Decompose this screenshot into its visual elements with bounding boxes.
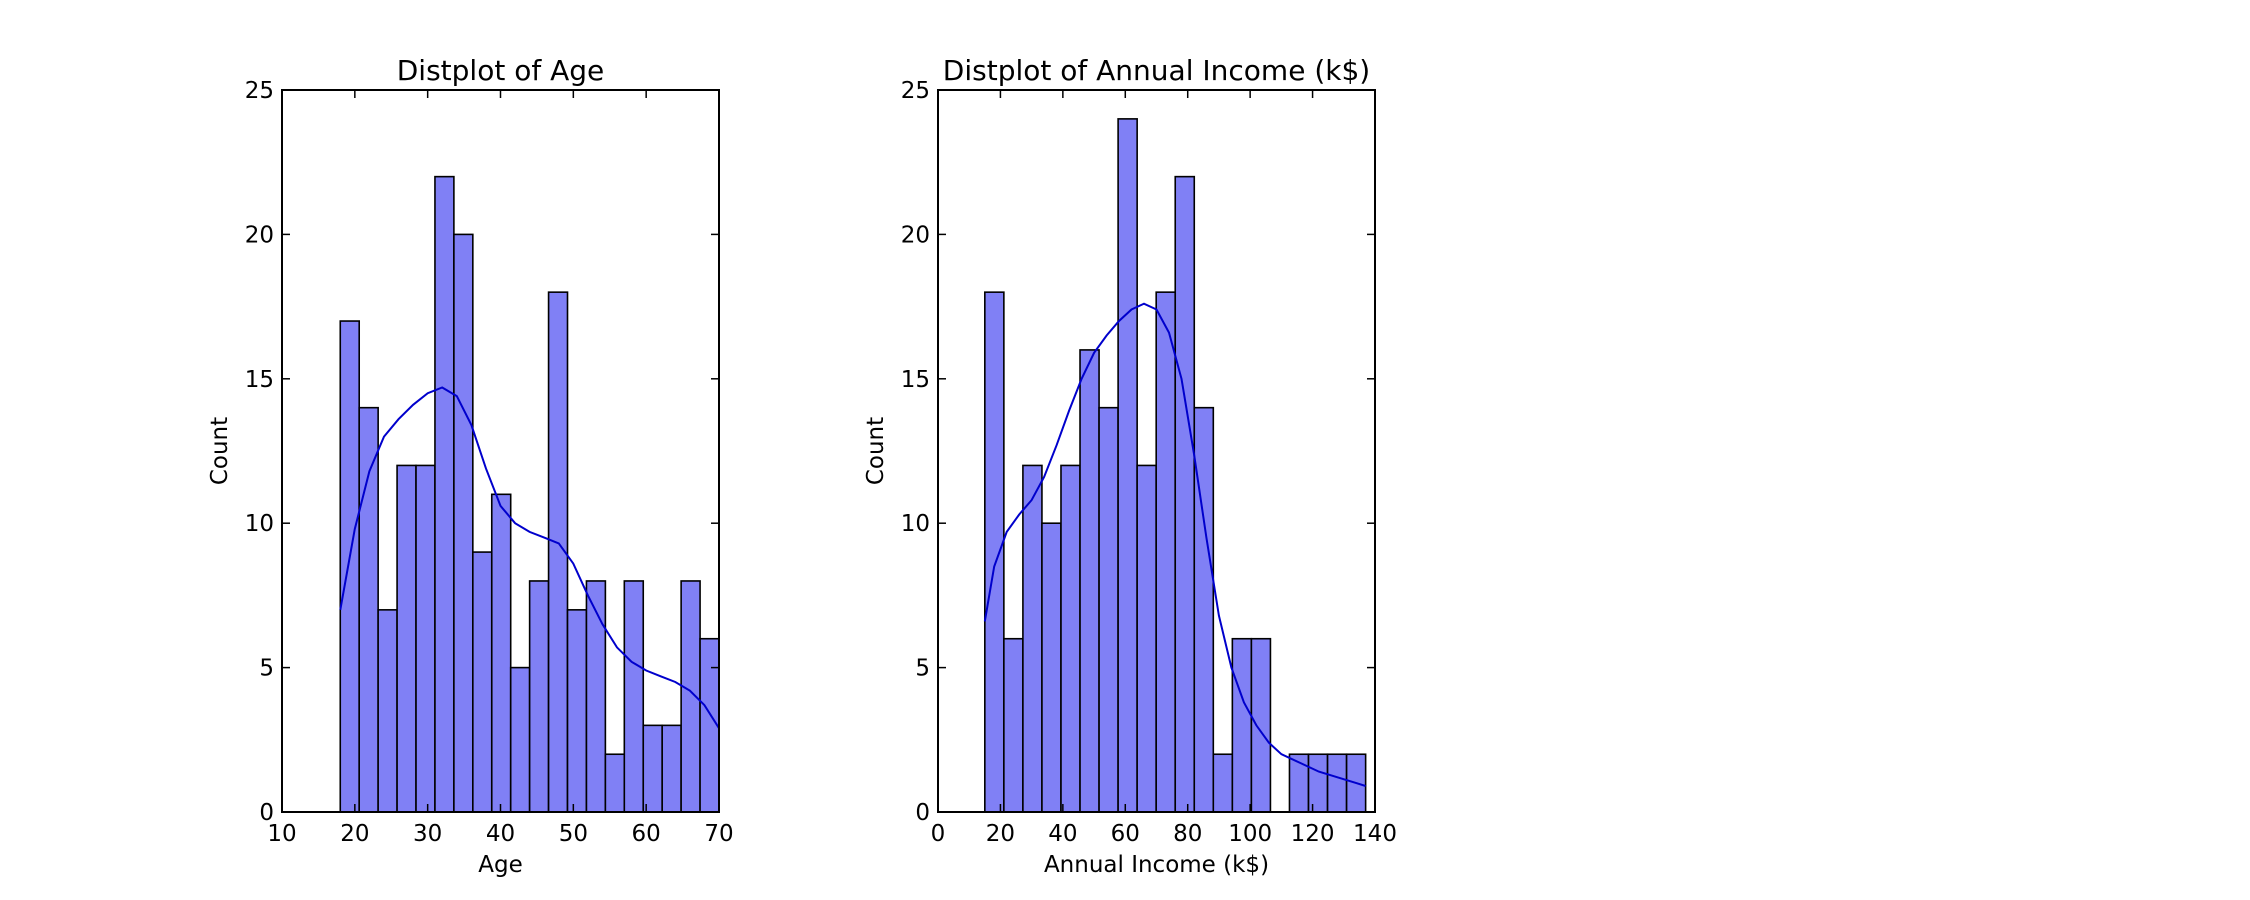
histogram-bar: [662, 725, 681, 812]
x-tick-label: 20: [340, 821, 369, 847]
histogram-bar: [1061, 465, 1080, 812]
y-tick-label: 25: [245, 78, 274, 104]
histogram-bar: [643, 725, 662, 812]
histogram-bar: [511, 668, 530, 812]
histogram-bar: [454, 234, 473, 812]
histogram-bar: [473, 552, 492, 812]
y-tick-label: 15: [901, 367, 930, 393]
y-axis-label: Count: [863, 417, 889, 485]
histogram-bar: [530, 581, 549, 812]
histogram-bar: [624, 581, 643, 812]
y-tick-label: 20: [901, 222, 930, 248]
histogram-bar: [492, 494, 511, 812]
histogram-bar: [1232, 639, 1251, 812]
histogram-bar: [1118, 119, 1137, 812]
x-tick-label: 30: [413, 821, 442, 847]
x-tick-label: 40: [486, 821, 515, 847]
histogram-bar: [340, 321, 359, 812]
histogram-bar: [1023, 465, 1042, 812]
histogram-bar: [359, 408, 378, 812]
histogram-bar: [586, 581, 605, 812]
histogram-bar: [397, 465, 416, 812]
x-tick-label: 60: [1111, 821, 1140, 847]
histogram-bar: [416, 465, 435, 812]
x-tick-label: 80: [1173, 821, 1202, 847]
x-tick-label: 140: [1353, 821, 1397, 847]
histogram-bar: [1137, 465, 1156, 812]
histogram-bar: [1099, 408, 1118, 812]
x-tick-label: 70: [704, 821, 733, 847]
x-axis-label: Age: [478, 852, 522, 878]
y-tick-label: 25: [901, 78, 930, 104]
histogram-bars: [340, 177, 719, 812]
chart-title: Distplot of Age: [397, 54, 605, 87]
histogram-bar: [605, 754, 624, 812]
histogram-bar: [568, 610, 587, 812]
histogram-bar: [1309, 754, 1328, 812]
histogram-bars: [985, 119, 1366, 812]
histogram-bar: [378, 610, 397, 812]
histogram-bar: [1042, 523, 1061, 812]
x-tick-label: 20: [986, 821, 1015, 847]
histogram-bar: [1175, 177, 1194, 812]
histogram-bar: [1004, 639, 1023, 812]
x-tick-label: 0: [931, 821, 946, 847]
x-tick-label: 100: [1228, 821, 1272, 847]
x-tick-label: 40: [1048, 821, 1077, 847]
income-chart: 0 20 40 60 80 100 120 140 0 5 10 15 20 25 Distplot of …: [863, 54, 1397, 878]
y-tick-label: 5: [259, 656, 274, 682]
histogram-bar: [1328, 754, 1347, 812]
histogram-bar: [1080, 350, 1099, 812]
histogram-bar: [435, 177, 454, 812]
x-tick-label: 50: [559, 821, 588, 847]
x-axis-label: Annual Income (k$): [1044, 852, 1269, 878]
y-tick-label: 0: [915, 800, 930, 826]
x-tick-label: 60: [632, 821, 661, 847]
y-tick-label: 0: [259, 800, 274, 826]
histogram-bar: [1213, 754, 1232, 812]
histogram-bar: [985, 292, 1004, 812]
y-tick-label: 5: [915, 656, 930, 682]
y-tick-label: 10: [245, 511, 274, 537]
y-tick-label: 10: [901, 511, 930, 537]
y-axis-label: Count: [207, 417, 233, 485]
x-tick-label: 120: [1291, 821, 1335, 847]
chart-title: Distplot of Annual Income (k$): [943, 54, 1370, 87]
histogram-bar: [1251, 639, 1270, 812]
y-tick-label: 15: [245, 367, 274, 393]
histogram-bar: [681, 581, 700, 812]
y-tick-label: 20: [245, 222, 274, 248]
histogram-bar: [1156, 292, 1175, 812]
